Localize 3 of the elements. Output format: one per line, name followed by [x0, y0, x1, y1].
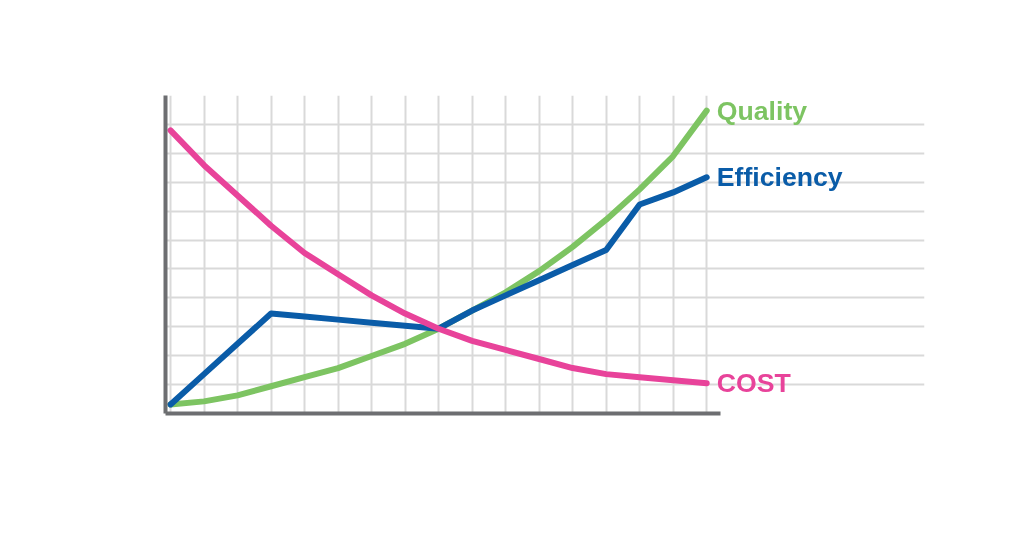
- series-label: Quality: [716, 95, 808, 126]
- series-label: Efficiency: [716, 162, 843, 193]
- series-label: COST: [716, 368, 791, 399]
